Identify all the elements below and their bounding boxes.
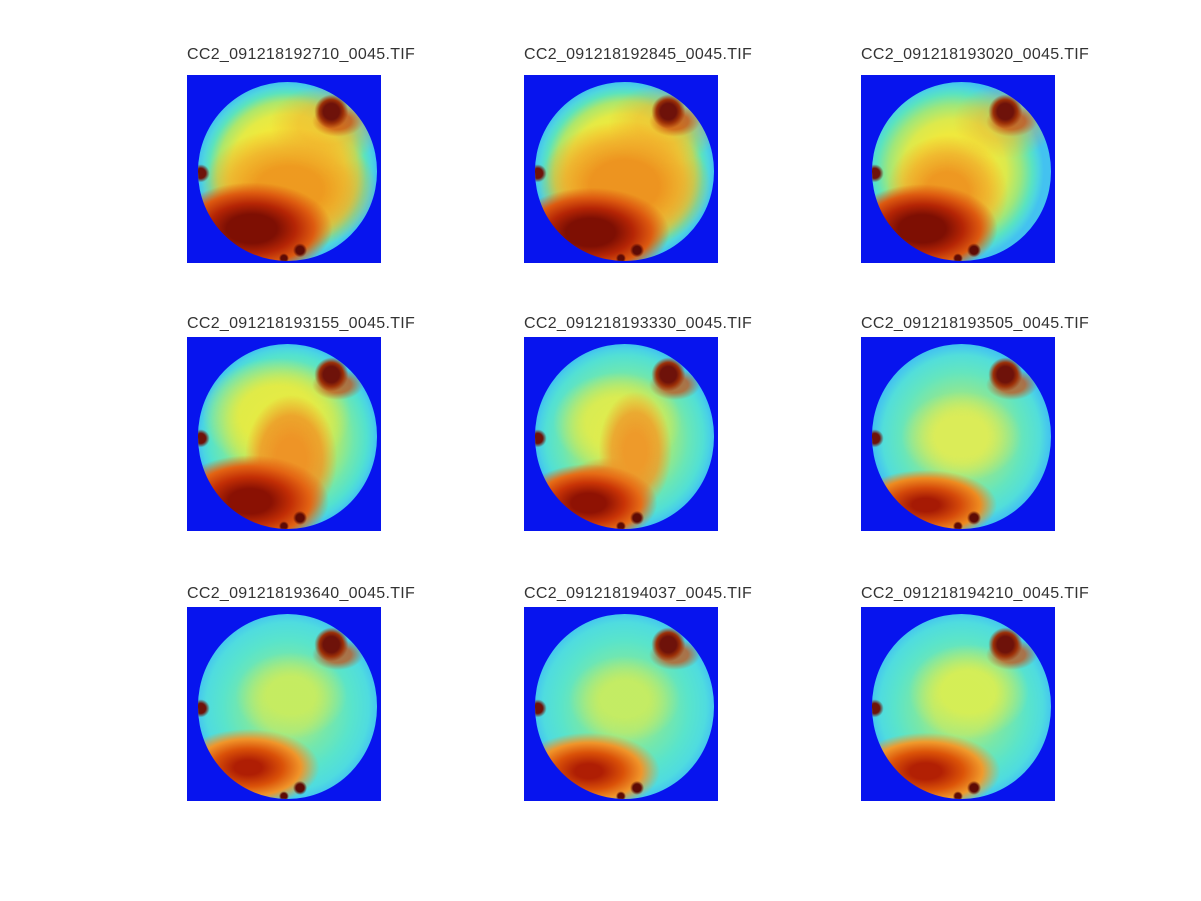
sample-disk: [534, 344, 715, 529]
sample-disk: [197, 82, 378, 261]
sample-disk: [871, 344, 1052, 529]
sample-disk: [197, 344, 378, 529]
panel-title: CC2_091218193640_0045.TIF: [187, 585, 416, 602]
panel-title: CC2_091218194037_0045.TIF: [524, 585, 753, 602]
panel-title: CC2_091218192710_0045.TIF: [187, 46, 416, 63]
sample-disk: [534, 82, 715, 261]
panel-title: CC2_091218193020_0045.TIF: [861, 46, 1090, 63]
heatmap-image: [524, 607, 718, 801]
heatmap-image: [524, 75, 718, 263]
heatmap-image: [861, 75, 1055, 263]
heatmap-image: [187, 337, 381, 531]
sample-disk: [197, 614, 378, 799]
heatmap-image: [861, 337, 1055, 531]
panel-title: CC2_091218194210_0045.TIF: [861, 585, 1090, 602]
sample-disk: [534, 614, 715, 799]
sample-disk: [871, 614, 1052, 799]
panel-title: CC2_091218193330_0045.TIF: [524, 315, 753, 332]
heatmap-image: [187, 75, 381, 263]
panel-title: CC2_091218193505_0045.TIF: [861, 315, 1090, 332]
heatmap-image: [524, 337, 718, 531]
heatmap-image: [187, 607, 381, 801]
panel-title: CC2_091218193155_0045.TIF: [187, 315, 416, 332]
heatmap-image: [861, 607, 1055, 801]
sample-disk: [871, 82, 1052, 261]
panel-title: CC2_091218192845_0045.TIF: [524, 46, 753, 63]
